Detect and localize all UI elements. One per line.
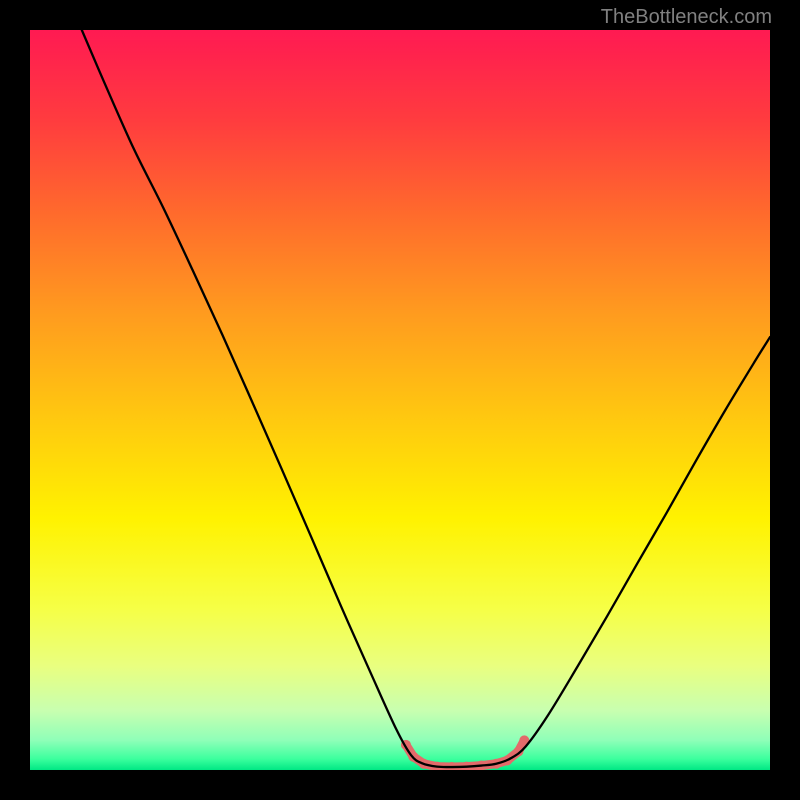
watermark-text: TheBottleneck.com: [601, 6, 772, 29]
plot-area: [30, 30, 770, 770]
bottleneck-curve: [30, 30, 770, 770]
chart-container: TheBottleneck.com: [0, 0, 800, 800]
